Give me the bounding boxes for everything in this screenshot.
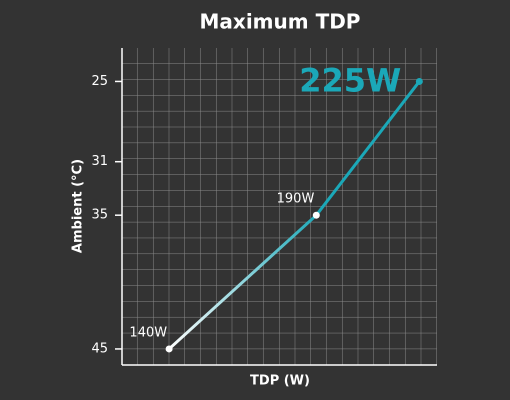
point bbox=[165, 345, 173, 353]
chart-title: Maximum TDP bbox=[200, 10, 361, 34]
y-axis-label: Ambient (°C) bbox=[71, 159, 86, 253]
point bbox=[415, 77, 423, 85]
y-tick-label: 25 bbox=[91, 74, 108, 89]
grid bbox=[122, 48, 437, 365]
x-axis-label: TDP (W) bbox=[250, 374, 310, 389]
y-tick-label: 45 bbox=[91, 341, 108, 356]
value-label: 225W bbox=[299, 61, 401, 99]
value-label: 140W bbox=[129, 325, 167, 340]
value-label: 190W bbox=[277, 192, 315, 207]
y-tick-label: 31 bbox=[91, 154, 108, 169]
y-tick-label: 35 bbox=[91, 208, 108, 223]
point bbox=[312, 211, 320, 219]
